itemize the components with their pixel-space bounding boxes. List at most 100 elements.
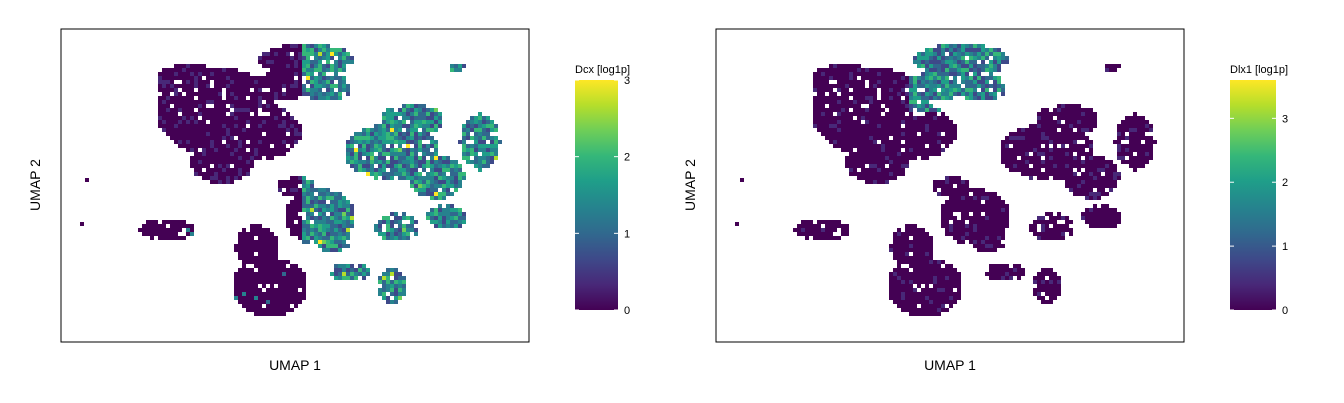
cell-hex — [294, 288, 298, 292]
cell-hex — [478, 124, 482, 128]
cell-hex — [833, 96, 837, 100]
cell-hex — [290, 272, 294, 276]
cell-hex — [825, 220, 829, 224]
cell-hex — [949, 92, 953, 96]
cell-hex — [973, 240, 977, 244]
cell-hex — [853, 96, 857, 100]
cell-hex — [162, 116, 166, 120]
cell-hex — [1073, 188, 1077, 192]
cell-hex — [218, 72, 222, 76]
cell-hex — [1001, 88, 1005, 92]
cell-hex — [258, 272, 262, 276]
cell-hex — [158, 228, 162, 232]
cell-hex — [933, 96, 937, 100]
cell-hex — [941, 184, 945, 188]
cell-hex — [1133, 164, 1137, 168]
cell-hex — [250, 276, 254, 280]
cell-hex — [949, 304, 953, 308]
cell-hex — [366, 164, 370, 168]
cell-hex — [941, 204, 945, 208]
cell-hex — [857, 156, 861, 160]
cell-hex — [434, 156, 438, 160]
cell-hex — [250, 300, 254, 304]
cell-hex — [250, 248, 254, 252]
cell-hex — [230, 152, 234, 156]
cell-hex — [330, 244, 334, 248]
cell-hex — [981, 208, 985, 212]
cell-hex — [278, 120, 282, 124]
cell-hex — [314, 200, 318, 204]
cell-hex — [945, 308, 949, 312]
cell-hex — [234, 80, 238, 84]
cell-hex — [849, 164, 853, 168]
cell-hex — [1145, 124, 1149, 128]
cell-hex — [901, 168, 905, 172]
cell-hex — [929, 60, 933, 64]
cell-hex — [246, 252, 250, 256]
cell-hex — [346, 272, 350, 276]
cell-hex — [1089, 172, 1093, 176]
cell-hex — [1077, 144, 1081, 148]
cell-hex — [1125, 148, 1129, 152]
cell-hex — [266, 244, 270, 248]
cell-hex — [917, 312, 921, 316]
cell-hex — [1125, 136, 1129, 140]
cell-hex — [202, 152, 206, 156]
cell-hex — [290, 60, 294, 64]
cell-hex — [933, 92, 937, 96]
cell-hex — [1057, 124, 1061, 128]
cell-hex — [382, 120, 386, 124]
cell-hex — [949, 188, 953, 192]
cell-hex — [162, 80, 166, 84]
cell-hex — [1057, 156, 1061, 160]
cell-hex — [422, 176, 426, 180]
cell-hex — [342, 84, 346, 88]
cell-hex — [993, 204, 997, 208]
cell-hex — [262, 136, 266, 140]
cell-hex — [953, 176, 957, 180]
cell-hex — [845, 92, 849, 96]
cell-hex — [370, 136, 374, 140]
cell-hex — [414, 172, 418, 176]
cell-hex — [825, 116, 829, 120]
cell-hex — [961, 196, 965, 200]
cell-hex — [849, 128, 853, 132]
cell-hex — [454, 64, 458, 68]
cell-hex — [338, 272, 342, 276]
cell-hex — [454, 188, 458, 192]
cell-hex — [478, 132, 482, 136]
cell-hex — [1153, 140, 1157, 144]
cell-hex — [1117, 156, 1121, 160]
cell-hex — [981, 232, 985, 236]
cell-hex — [1029, 168, 1033, 172]
cell-hex — [1009, 148, 1013, 152]
cell-hex — [913, 128, 917, 132]
cell-hex — [262, 148, 266, 152]
cell-hex — [977, 248, 981, 252]
cell-hex — [282, 300, 286, 304]
cell-hex — [857, 128, 861, 132]
cell-hex — [973, 188, 977, 192]
cell-hex — [945, 56, 949, 60]
cell-hex — [937, 184, 941, 188]
cell-hex — [234, 140, 238, 144]
cell-hex — [925, 80, 929, 84]
cell-hex — [1089, 144, 1093, 148]
cell-hex — [442, 172, 446, 176]
cell-hex — [945, 116, 949, 120]
cell-hex — [158, 96, 162, 100]
cell-hex — [861, 112, 865, 116]
cell-hex — [901, 80, 905, 84]
cell-hex — [266, 104, 270, 108]
cell-hex — [334, 204, 338, 208]
cell-hex — [286, 68, 290, 72]
cell-hex — [1045, 232, 1049, 236]
cell-hex — [1065, 164, 1069, 168]
cell-hex — [961, 188, 965, 192]
cell-hex — [186, 80, 190, 84]
cell-hex — [426, 124, 430, 128]
cell-hex — [925, 244, 929, 248]
cell-hex — [861, 68, 865, 72]
cell-hex — [402, 168, 406, 172]
cell-hex — [885, 180, 889, 184]
